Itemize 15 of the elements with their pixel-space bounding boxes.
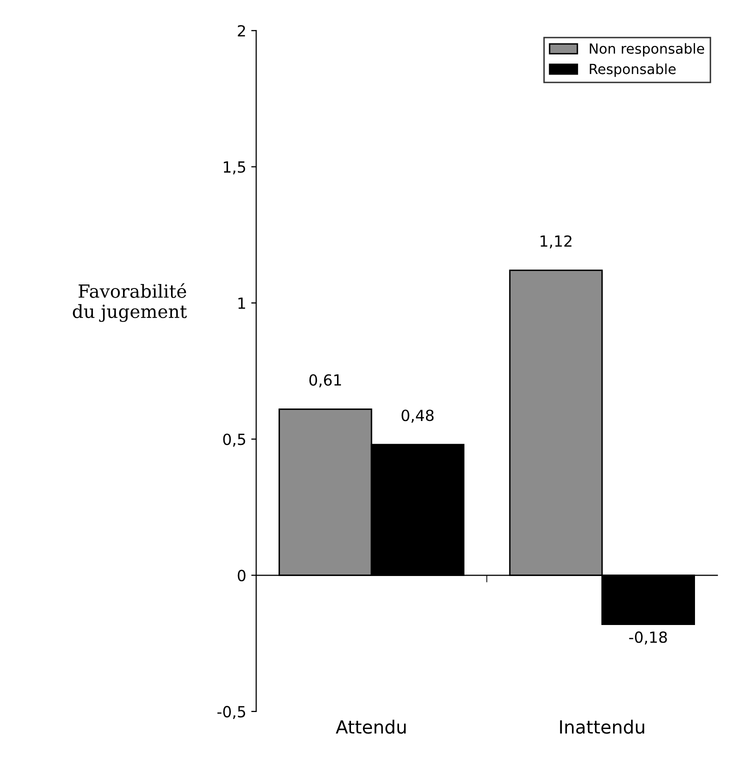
y-tick-label: 2 bbox=[238, 25, 245, 36]
x-tick-label: Attendu bbox=[336, 720, 406, 734]
y-axis-title: Favorabilité du jugement bbox=[72, 283, 187, 322]
legend-label: Non responsable bbox=[590, 43, 704, 57]
y-tick-label: 1 bbox=[238, 298, 246, 309]
legend-label: Responsable bbox=[590, 63, 676, 77]
y-tick-label: 1,5 bbox=[224, 161, 246, 174]
data-label: 1,12 bbox=[540, 235, 572, 248]
data-label: 0,48 bbox=[402, 410, 434, 423]
data-label: 0,61 bbox=[309, 374, 341, 388]
data-label: -0,18 bbox=[629, 631, 667, 644]
y-tick-label: 0 bbox=[238, 570, 246, 582]
y-tick-label: -0,5 bbox=[217, 706, 246, 720]
y-tick-label: 0,5 bbox=[223, 434, 246, 447]
x-tick-label: Inattendu bbox=[560, 720, 644, 734]
